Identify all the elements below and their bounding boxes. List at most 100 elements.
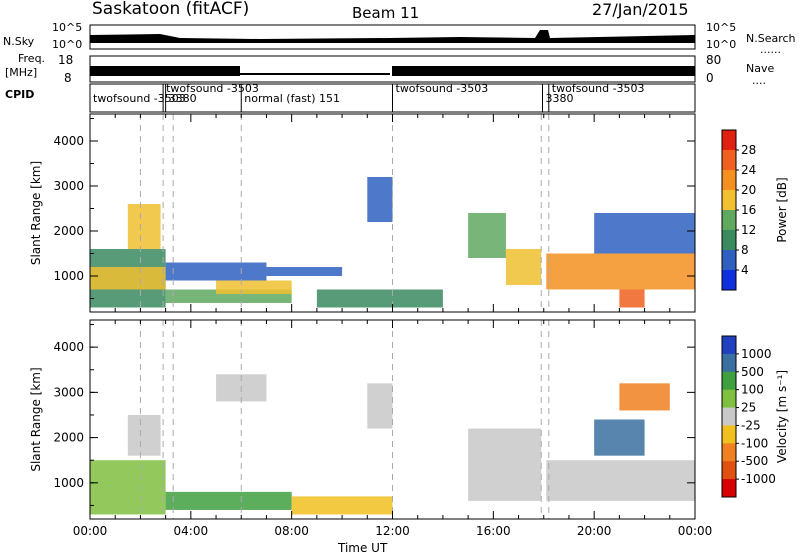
y-tick-label: 2000 xyxy=(53,224,84,238)
freq-bar-1 xyxy=(90,66,240,76)
colorbar-segment xyxy=(722,443,736,462)
cpid-segment-label: twofsound -3503 xyxy=(396,82,489,95)
data-region xyxy=(367,383,393,429)
station-title: Saskatoon (fitACF) xyxy=(92,0,249,19)
colorbar-segment xyxy=(722,150,736,171)
cpid-segment-label: twofsound -3503 xyxy=(166,82,259,95)
colorbar-tick-label: 8 xyxy=(741,243,749,257)
freq-tick-low: 8 xyxy=(64,71,72,85)
nsearch-tick-low: 10^0 xyxy=(706,38,736,51)
colorbar-segment xyxy=(722,130,736,151)
colorbar-segment xyxy=(722,190,736,211)
colorbar-tick-label: -500 xyxy=(741,454,768,468)
nsearch-dots: ...... xyxy=(760,43,781,56)
y-tick-label: 3000 xyxy=(53,385,84,399)
nsky-tick-low: 10^0 xyxy=(52,38,82,51)
colorbar-tick-label: -100 xyxy=(741,436,768,450)
data-region xyxy=(367,177,393,222)
colorbar-tick-label: -25 xyxy=(741,418,761,432)
y-axis-label: Slant Range [km] xyxy=(29,367,43,471)
x-tick-label: 04:00 xyxy=(174,524,209,538)
freq-bar-2 xyxy=(392,66,695,76)
y-tick-label: 4000 xyxy=(53,134,84,148)
colorbar-segment xyxy=(722,250,736,271)
data-region xyxy=(468,428,542,501)
colorbar-segment xyxy=(722,353,736,373)
data-region xyxy=(594,419,645,456)
data-region xyxy=(165,262,267,281)
freq-tick-high: 18 xyxy=(58,53,73,67)
x-tick-label: 16:00 xyxy=(476,524,511,538)
nave-label: Nave xyxy=(746,62,774,75)
data-region xyxy=(216,280,292,294)
colorbar-segment xyxy=(722,230,736,251)
colorbar-segment xyxy=(722,210,736,231)
colorbar-tick-label: 500 xyxy=(741,365,764,379)
freq-line-normal xyxy=(240,73,390,75)
colorbar-tick-label: 20 xyxy=(741,183,756,197)
x-tick-label: 00:00 xyxy=(678,524,713,538)
date-title: 27/Jan/2015 xyxy=(592,0,689,19)
data-region xyxy=(546,460,695,501)
beam-title: Beam 11 xyxy=(352,4,419,22)
y-tick-label: 1000 xyxy=(53,476,84,490)
power-panel: 1000 2000 3000 4000 Slant Range [km] 4 8 12 16 20… xyxy=(29,113,789,313)
colorbar-tick-label: 100 xyxy=(741,383,764,397)
data-region xyxy=(619,289,645,308)
colorbar-tick-label: 25 xyxy=(741,401,756,415)
cpid-segment-label: twofsound -3503 xyxy=(552,82,645,95)
nave-tick-low: 0 xyxy=(706,71,714,85)
colorbar-segment xyxy=(722,389,736,409)
nave-tick-high: 80 xyxy=(706,53,721,67)
colorbar-tick-label: 1000 xyxy=(741,347,772,361)
y-tick-label: 2000 xyxy=(53,431,84,445)
data-region xyxy=(505,249,542,285)
cpid-label: CPID xyxy=(5,88,34,101)
colorbar-segment xyxy=(722,371,736,391)
cpid-segment-label: normal (fast) 151 xyxy=(244,92,340,105)
nsky-trace xyxy=(90,30,695,43)
colorbar-segment xyxy=(722,270,736,291)
nsky-tick-high: 10^5 xyxy=(52,21,82,34)
colorbar-tick-label: 24 xyxy=(741,163,756,177)
cpid-segment-label: 3380 xyxy=(169,92,197,105)
data-region xyxy=(90,460,166,515)
data-region xyxy=(546,253,695,290)
colorbar-segment xyxy=(722,425,736,444)
x-tick-label: 20:00 xyxy=(577,524,612,538)
x-tick-label: 08:00 xyxy=(274,524,309,538)
y-tick-label: 1000 xyxy=(53,269,84,283)
data-region xyxy=(266,267,343,276)
y-axis-label: Slant Range [km] xyxy=(29,161,43,265)
colorbar-tick-label: 16 xyxy=(741,203,756,217)
cpid-segment-label: twofsound -3503 xyxy=(93,92,186,105)
y-tick-label: 3000 xyxy=(53,179,84,193)
velocity-panel: 1000 2000 3000 4000 00:00 04:00 08:00 12:00 16:0… xyxy=(29,319,789,538)
colorbar-segment xyxy=(722,336,736,355)
x-tick-label: 00:00 xyxy=(73,524,108,538)
data-region xyxy=(291,496,393,515)
colorbar-tick-label: 12 xyxy=(741,223,756,237)
colorbar-tick-label: 4 xyxy=(741,263,749,277)
colorbar-tick-label: 28 xyxy=(741,143,756,157)
freq-unit-label: [MHz] xyxy=(5,66,37,79)
data-region xyxy=(90,267,166,290)
data-region xyxy=(594,213,695,254)
nave-dots: .... xyxy=(752,74,766,87)
data-region xyxy=(165,491,292,510)
data-region xyxy=(127,204,161,249)
colorbar-segment xyxy=(722,170,736,191)
x-tick-label: 12:00 xyxy=(375,524,410,538)
y-tick-label: 4000 xyxy=(53,340,84,354)
data-region xyxy=(468,213,506,258)
data-region xyxy=(127,414,161,456)
cpid-segment-label: 3380 xyxy=(545,92,573,105)
colorbar-tick-label: -1000 xyxy=(741,472,776,486)
x-axis-label: Time UT xyxy=(337,541,388,554)
data-region xyxy=(619,383,670,411)
colorbar-segment xyxy=(722,479,736,498)
nsearch-tick-high: 10^5 xyxy=(706,21,736,34)
